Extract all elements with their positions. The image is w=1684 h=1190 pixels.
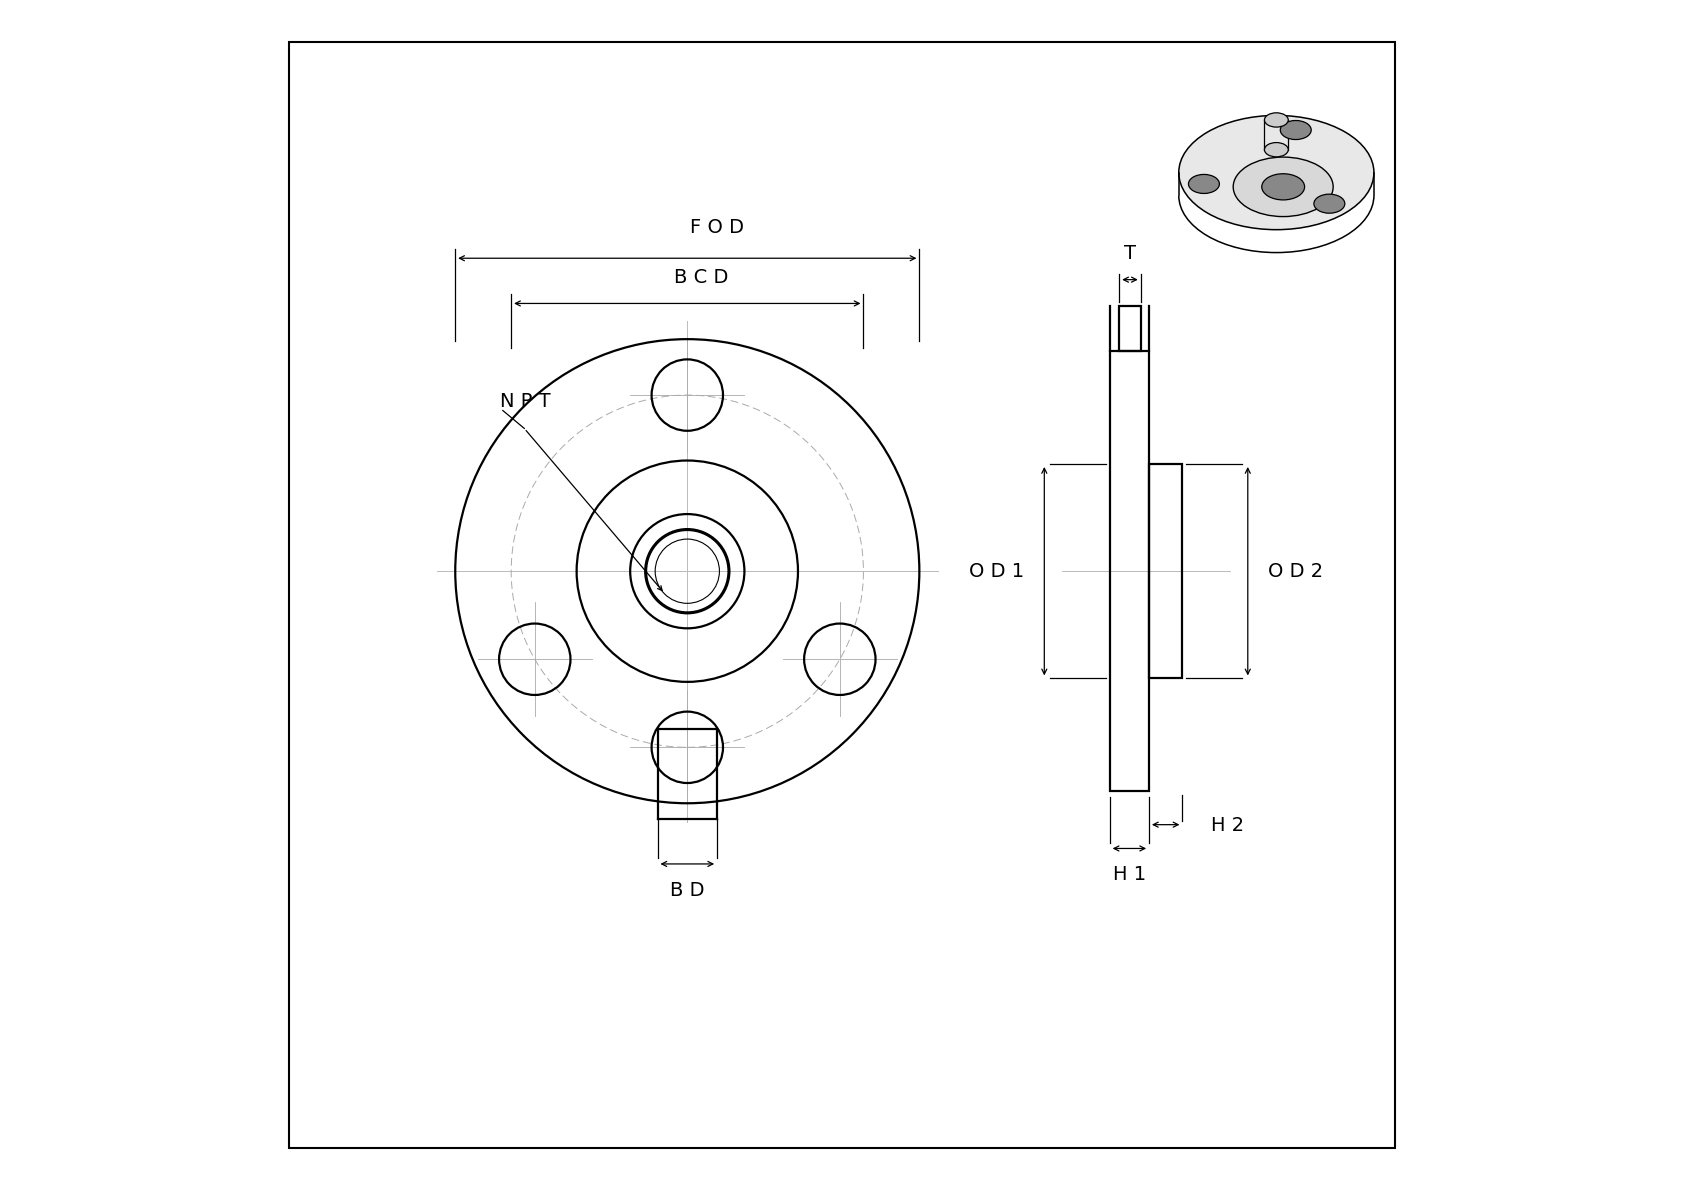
Text: B C D: B C D <box>674 268 729 287</box>
Ellipse shape <box>1179 115 1374 230</box>
Text: H 1: H 1 <box>1113 865 1145 884</box>
Ellipse shape <box>1189 175 1219 194</box>
Text: H 2: H 2 <box>1211 816 1244 835</box>
Text: O D 2: O D 2 <box>1268 562 1324 581</box>
Ellipse shape <box>1233 157 1334 217</box>
Text: O D 1: O D 1 <box>968 562 1024 581</box>
Ellipse shape <box>1265 143 1288 157</box>
Ellipse shape <box>1314 194 1346 213</box>
Ellipse shape <box>1280 120 1312 139</box>
Text: F O D: F O D <box>690 218 744 237</box>
Ellipse shape <box>1261 174 1305 200</box>
Text: T: T <box>1123 244 1137 263</box>
Text: N P T: N P T <box>500 392 551 411</box>
Ellipse shape <box>1265 113 1288 127</box>
Text: B D: B D <box>670 881 704 900</box>
